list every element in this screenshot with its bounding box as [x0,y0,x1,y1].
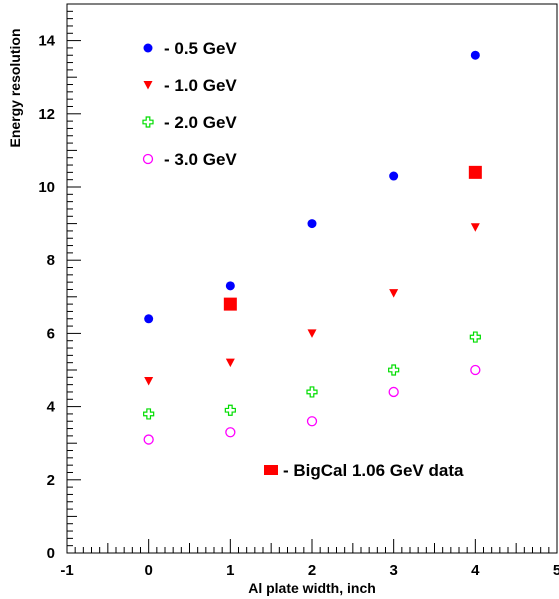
legend-label-2-0-gev: - 2.0 GeV [164,113,237,132]
legend-marker-shape [142,153,154,165]
legend-marker-shape [143,81,153,90]
legend-label-1-0-gev: - 1.0 GeV [164,76,237,95]
data-point-series-0 [225,281,235,291]
data-point-series-4 [223,297,237,311]
axis-ticks [66,3,558,554]
data-point-series-0 [144,314,154,324]
legend-entry-2-0-gev: - 2.0 GeV [142,113,237,132]
legend-marker-1-0-gev [143,81,153,90]
x-tick-label: 3 [389,562,397,579]
x-tick-label: -1 [60,562,73,579]
legend-label-3-0-gev: - 3.0 GeV [164,150,237,169]
x-tick-label: 5 [553,562,559,579]
legend-label-bigcal: - BigCal 1.06 GeV data [283,461,464,480]
data-point-series-0 [389,171,399,181]
data-point-series-1 [225,358,235,368]
legend-marker-bigcal [264,465,278,475]
legend-entry-1-0-gev: - 1.0 GeV [143,76,237,95]
y-tick-label: 12 [38,106,55,123]
y-tick-label: 0 [47,545,55,562]
legend-marker-shape [264,465,278,475]
data-point-series-3 [143,434,154,445]
data-point-series-2 [306,386,318,398]
x-tick-labels: -1 0 1 2 3 4 5 [60,562,559,579]
data-point-series-2 [224,404,236,416]
y-tick-label: 8 [47,252,55,269]
y-axis-title: Energy resolution [7,28,23,147]
legend-marker-0-5-gev [143,43,153,53]
data-point-series-2 [143,408,155,420]
legend-marker-shape [142,116,154,128]
legend-entry-0-5-gev: - 0.5 GeV [143,39,237,58]
data-point-series-3 [470,364,481,376]
legend-marker-2-0-gev [142,116,154,128]
legend-marker-3-0-gev [142,153,154,165]
data-point-series-0 [470,50,480,60]
legend-marker-shape [143,43,153,53]
data-point-series-3 [306,416,318,427]
y-tick-label: 4 [47,399,56,416]
data-point-series-2 [388,364,400,376]
x-tick-label: 2 [308,562,316,579]
data-point-series-3 [388,386,399,398]
data-point-series-3 [225,427,236,438]
legend-entry-bigcal: - BigCal 1.06 GeV data [264,461,464,480]
data-point-series-1 [389,289,399,298]
y-tick-label: 2 [47,472,55,489]
x-tick-label: 0 [144,562,152,579]
legend-entry-3-0-gev: - 3.0 GeV [142,150,237,169]
data-point-series-4 [468,165,482,179]
data-point-series-2 [469,331,481,343]
data-points [143,50,482,445]
data-point-series-1 [470,223,480,232]
legend-label-0-5-gev: - 0.5 GeV [164,39,237,58]
legend: - 0.5 GeV - 1.0 GeV - 2.0 GeV - 3.0 GeV … [142,39,464,480]
x-axis-title: Al plate width, inch [248,580,376,596]
data-point-series-1 [144,376,154,386]
y-tick-labels: 0 2 4 6 8 10 12 14 [38,33,55,562]
y-tick-label: 14 [38,33,55,50]
y-tick-label: 10 [38,179,55,196]
x-tick-label: 1 [226,562,234,579]
data-point-series-0 [307,219,317,229]
x-tick-label: 4 [471,562,480,579]
y-tick-label: 6 [47,325,55,342]
data-point-series-1 [307,329,317,338]
